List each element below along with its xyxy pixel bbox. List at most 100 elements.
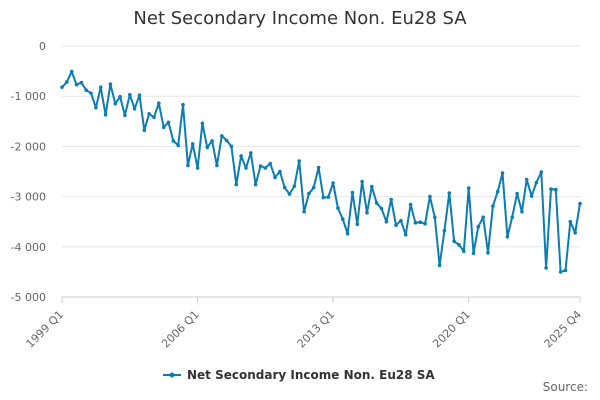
data-point[interactable] [171, 139, 176, 143]
data-point[interactable] [370, 184, 374, 189]
data-point[interactable] [137, 93, 142, 97]
legend[interactable]: Net Secondary Income Non. Eu28 SA [163, 368, 435, 382]
data-point[interactable] [307, 191, 311, 196]
data-point[interactable] [510, 215, 514, 219]
data-point[interactable] [69, 69, 74, 74]
data-point[interactable] [210, 139, 214, 143]
data-point[interactable] [554, 187, 558, 192]
data-point[interactable] [568, 219, 573, 224]
data-point[interactable] [132, 107, 137, 111]
data-point[interactable] [544, 266, 548, 270]
data-point[interactable] [331, 181, 335, 185]
data-point[interactable] [220, 134, 224, 138]
data-point[interactable] [311, 185, 316, 190]
data-point[interactable] [302, 209, 306, 214]
data-point[interactable] [384, 219, 389, 224]
data-point[interactable] [442, 228, 447, 233]
data-point[interactable] [215, 163, 219, 168]
data-point[interactable] [505, 235, 510, 239]
data-point[interactable] [108, 82, 113, 86]
data-point[interactable] [258, 164, 263, 168]
data-point[interactable] [74, 82, 79, 87]
legend-label[interactable]: Net Secondary Income Non. Eu28 SA [187, 368, 435, 382]
data-point[interactable] [374, 201, 379, 205]
data-point[interactable] [94, 105, 98, 110]
data-point[interactable] [476, 224, 481, 229]
data-point[interactable] [113, 101, 118, 106]
data-point[interactable] [418, 220, 423, 224]
data-point[interactable] [365, 210, 369, 215]
data-point[interactable] [249, 151, 253, 155]
data-point[interactable] [578, 201, 582, 206]
data-point[interactable] [244, 166, 248, 170]
data-point[interactable] [205, 145, 209, 150]
data-point[interactable] [273, 175, 277, 180]
data-point[interactable] [462, 249, 466, 254]
data-point[interactable] [437, 263, 442, 268]
data-point[interactable] [481, 215, 486, 219]
data-point[interactable] [423, 221, 427, 226]
data-point[interactable] [316, 165, 321, 170]
data-point[interactable] [176, 143, 180, 148]
data-point[interactable] [287, 192, 292, 196]
data-point[interactable] [142, 128, 147, 133]
data-point[interactable] [345, 231, 350, 236]
data-point[interactable] [234, 182, 239, 187]
data-point[interactable] [500, 171, 505, 175]
data-point[interactable] [428, 194, 432, 199]
data-point[interactable] [452, 239, 456, 244]
data-point[interactable] [486, 251, 490, 255]
data-point[interactable] [195, 166, 200, 170]
data-point[interactable] [292, 184, 297, 188]
data-point[interactable] [433, 215, 437, 219]
data-point[interactable] [268, 161, 273, 166]
data-point[interactable] [457, 243, 461, 247]
data-point[interactable] [471, 251, 476, 256]
data-point[interactable] [447, 191, 452, 195]
data-point[interactable] [534, 180, 539, 185]
data-point[interactable] [89, 91, 93, 95]
data-point[interactable] [563, 268, 568, 273]
data-point[interactable] [539, 170, 544, 174]
data-point[interactable] [341, 217, 345, 221]
data-point[interactable] [157, 101, 161, 105]
data-point[interactable] [181, 102, 185, 107]
data-point[interactable] [326, 195, 331, 199]
data-point[interactable] [229, 144, 234, 149]
data-point[interactable] [549, 187, 553, 191]
data-point[interactable] [379, 206, 384, 211]
data-point[interactable] [263, 166, 268, 170]
data-point[interactable] [147, 112, 151, 116]
data-point[interactable] [65, 80, 69, 84]
data-point[interactable] [529, 194, 534, 198]
data-point[interactable] [350, 190, 355, 195]
data-point[interactable] [491, 204, 495, 208]
data-point[interactable] [413, 220, 418, 225]
data-point[interactable] [166, 120, 171, 125]
data-point[interactable] [239, 154, 243, 158]
data-point[interactable] [186, 163, 190, 168]
data-point[interactable] [253, 182, 258, 187]
data-point[interactable] [84, 88, 88, 92]
data-point[interactable] [103, 113, 108, 117]
data-point[interactable] [297, 159, 302, 163]
data-point[interactable] [98, 85, 103, 89]
data-point[interactable] [360, 179, 364, 184]
data-point[interactable] [515, 191, 519, 196]
data-point[interactable] [408, 202, 413, 207]
data-point[interactable] [466, 186, 471, 190]
data-point[interactable] [336, 206, 340, 210]
data-point[interactable] [573, 230, 577, 235]
data-point[interactable] [123, 113, 127, 118]
data-point[interactable] [79, 80, 84, 85]
data-point[interactable] [403, 233, 408, 237]
data-point[interactable] [128, 92, 132, 97]
data-point[interactable] [278, 169, 282, 174]
data-point[interactable] [399, 218, 403, 223]
data-point[interactable] [60, 85, 64, 89]
data-point[interactable] [224, 138, 229, 143]
data-point[interactable] [161, 125, 166, 130]
data-point[interactable] [282, 185, 287, 190]
data-point[interactable] [524, 177, 529, 182]
data-point[interactable] [321, 195, 326, 200]
